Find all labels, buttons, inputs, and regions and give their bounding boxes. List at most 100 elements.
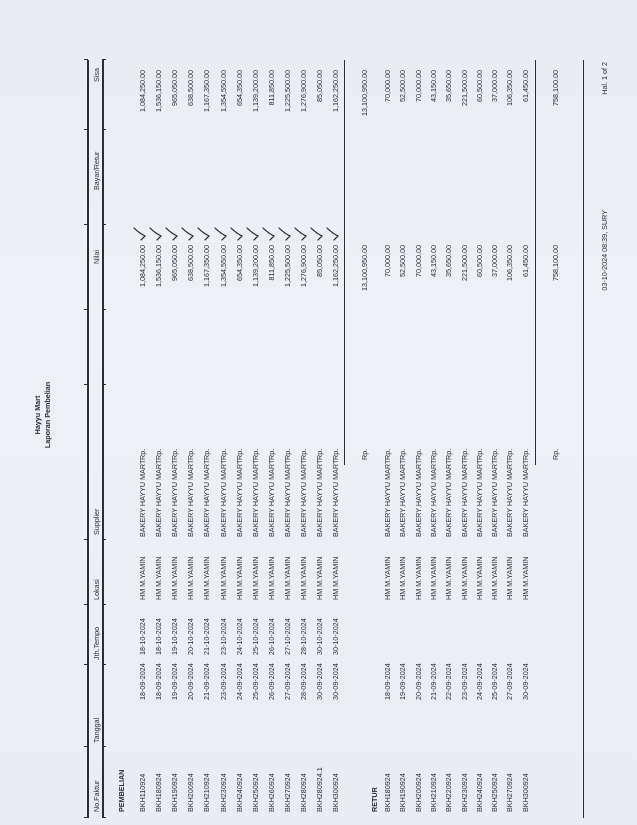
tanggal-cell: 24-09-2024 [234, 663, 244, 700]
sisa-cell: 811,850.00 [266, 70, 276, 106]
currency-cell: Rp. [170, 448, 180, 460]
supplier-cell: BAKERY HAYYU MART [520, 459, 530, 537]
nilai-cell: 70,000.00 [383, 245, 392, 277]
tanggal-cell: 26-09-2024 [266, 663, 276, 700]
retur-subtotal-rule [535, 60, 537, 465]
tanggal-cell: 18-09-2024 [154, 663, 164, 700]
supplier-cell: BAKERY HAYYU MART [474, 459, 484, 537]
lokasi-cell: HM M.YAMIN [383, 556, 392, 600]
handwritten-check-icon [181, 227, 195, 241]
nilai-cell: 965,050.00 [170, 245, 180, 281]
currency-cell: Rp. [331, 448, 341, 460]
no-faktur-cell: BKH110924 [138, 773, 147, 812]
column-tick [102, 384, 106, 385]
currency-cell: Rp. [428, 448, 438, 460]
column-tick [84, 384, 88, 385]
column-tick [102, 59, 106, 60]
column-tick [84, 746, 88, 747]
nilai-cell: 85,050.00 [315, 245, 325, 277]
currency-cell: Rp. [413, 448, 423, 460]
no-faktur-cell: BKH220924 [444, 773, 454, 812]
jth-tempo-cell: 25-10-2024 [250, 618, 260, 655]
tanggal-cell: 23-09-2024 [459, 663, 469, 700]
tanggal-cell: 30-09-2024 [520, 663, 530, 700]
header-bottom-rule [102, 60, 104, 818]
pembelian-total-nilai: 13,100,950.00 [360, 245, 369, 291]
handwritten-check-icon [278, 227, 291, 241]
report-title: Laporan Pembelian [43, 381, 52, 449]
footer-rule [583, 60, 585, 818]
nilai-cell: 1,276,900.00 [299, 245, 308, 287]
jth-tempo-cell: 20-10-2024 [186, 618, 196, 655]
sisa-cell: 52,500.00 [398, 70, 408, 102]
no-faktur-cell: BKH230924 [218, 773, 228, 812]
sisa-cell: 1,225,500.00 [282, 70, 292, 112]
currency-cell: Rp. [444, 448, 454, 460]
supplier-cell: BAKERY HAYYU MART [282, 459, 292, 537]
nilai-cell: 70,000.00 [413, 245, 423, 277]
lokasi-cell: HM M.YAMIN [186, 556, 196, 600]
currency-cell: Rp. [202, 448, 212, 460]
supplier-cell: BAKERY HAYYU MART [459, 459, 469, 537]
column-tick [84, 817, 88, 818]
lokasi-cell: HM M.YAMIN [266, 556, 276, 600]
supplier-cell: BAKERY HAYYU MART [331, 459, 341, 537]
sisa-cell: 221,500.00 [459, 70, 469, 106]
tanggal-cell: 21-09-2024 [202, 663, 212, 700]
retur-total-rp: Rp. [551, 448, 560, 460]
col-jth-tempo: Jth.Tempo [92, 626, 101, 660]
no-faktur-cell: BKH250924 [250, 773, 260, 812]
sisa-cell: 61,450.00 [520, 70, 530, 102]
currency-cell: Rp. [154, 448, 164, 460]
sisa-cell: 1,139,200.00 [250, 70, 260, 112]
lokasi-cell: HM M.YAMIN [299, 556, 308, 600]
lokasi-cell: HM M.YAMIN [428, 556, 438, 600]
footer-printed: 03-10-2024 08:39, SURY [600, 210, 609, 291]
handwritten-check-icon [310, 227, 324, 241]
lokasi-cell: HM M.YAMIN [444, 556, 454, 600]
tanggal-cell: 20-09-2024 [186, 663, 196, 700]
lokasi-cell: HM M.YAMIN [490, 556, 500, 600]
jth-tempo-cell: 26-10-2024 [266, 618, 276, 655]
nilai-cell: 37,000.00 [490, 245, 500, 277]
lokasi-cell: HM M.YAMIN [218, 556, 228, 600]
tanggal-cell: 19-09-2024 [398, 663, 408, 700]
jth-tempo-cell: 28-10-2024 [299, 618, 308, 655]
currency-cell: Rp. [266, 448, 276, 460]
column-tick [102, 664, 106, 665]
nilai-cell: 61,450.00 [520, 245, 530, 277]
tanggal-cell: 28-09-2024 [299, 663, 308, 700]
col-supplier: Supplier [92, 508, 101, 535]
tanggal-cell: 19-09-2024 [170, 663, 180, 700]
no-faktur-cell: BKH270924 [282, 773, 292, 812]
nilai-cell: 35,650.00 [444, 245, 454, 277]
no-faktur-cell: BKH240924 [474, 773, 484, 812]
no-faktur-cell: BKH280924.1 [315, 767, 325, 812]
nilai-cell: 1,139,200.00 [250, 245, 260, 287]
jth-tempo-cell: 21-10-2024 [202, 618, 212, 655]
pembelian-subtotal-rule [344, 60, 346, 465]
no-faktur-cell: BKH230924 [459, 773, 469, 812]
lokasi-cell: HM M.YAMIN [398, 556, 408, 600]
no-faktur-cell: BKH260924 [266, 773, 276, 812]
jth-tempo-cell: 30-10-2024 [315, 618, 325, 655]
supplier-cell: BAKERY HAYYU MART [170, 459, 180, 537]
retur-total-nilai: 758,100.00 [551, 245, 560, 281]
currency-cell: Rp. [315, 448, 325, 460]
supplier-cell: BAKERY HAYYU MART [505, 459, 515, 537]
jth-tempo-cell: 24-10-2024 [234, 618, 244, 655]
handwritten-check-icon [246, 227, 259, 241]
tanggal-cell: 25-09-2024 [250, 663, 260, 700]
sisa-cell: 654,350.00 [234, 70, 244, 106]
pembelian-total-sisa: 13,100,950.00 [360, 70, 369, 116]
tanggal-cell: 21-09-2024 [428, 663, 438, 700]
lokasi-cell: HM M.YAMIN [234, 556, 244, 600]
sisa-cell: 1,084,250.00 [138, 70, 147, 112]
lokasi-cell: HM M.YAMIN [250, 556, 260, 600]
currency-cell: Rp. [383, 448, 392, 460]
supplier-cell: BAKERY HAYYU MART [138, 459, 147, 537]
lokasi-cell: HM M.YAMIN [154, 556, 164, 600]
no-faktur-cell: BKH240924 [234, 773, 244, 812]
pembelian-total-rp: Rp. [360, 448, 369, 460]
